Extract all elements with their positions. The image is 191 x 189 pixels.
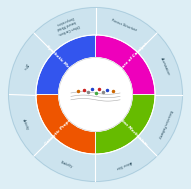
Text: Other Carbon-
based Metal
Composites: Other Carbon- based Metal Composites: [53, 14, 80, 35]
Text: Atomization: Atomization: [160, 56, 171, 75]
Text: Structure of Catalyst: Structure of Catalyst: [111, 42, 148, 79]
Text: Synthetic Method: Synthetic Method: [45, 44, 78, 77]
Text: Stability: Stability: [60, 160, 74, 169]
Text: Catalytic Properties: Catalytic Properties: [44, 111, 79, 146]
Wedge shape: [96, 35, 155, 94]
Wedge shape: [36, 94, 96, 154]
Text: Retention Pathway: Retention Pathway: [158, 108, 173, 138]
Text: Reaction Mechanism: Reaction Mechanism: [111, 110, 148, 147]
Text: ZIFs: ZIFs: [23, 62, 29, 70]
Wedge shape: [36, 35, 96, 94]
Text: Activity: Activity: [22, 117, 30, 130]
Circle shape: [59, 58, 132, 131]
Wedge shape: [96, 94, 155, 154]
Circle shape: [9, 8, 182, 181]
Text: Active Site: Active Site: [116, 159, 133, 169]
Text: Porous Structure: Porous Structure: [111, 18, 138, 32]
